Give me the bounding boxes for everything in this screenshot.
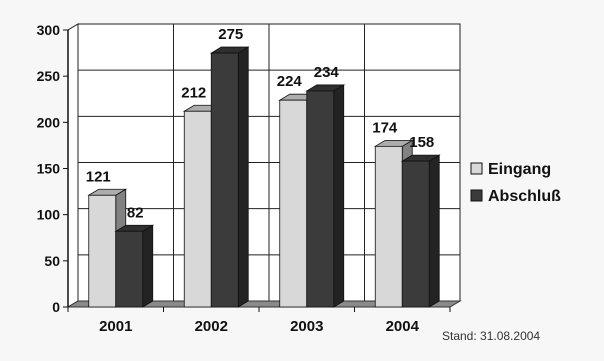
x-tick-label: 2002 [195, 318, 228, 335]
bar-side [428, 154, 440, 308]
legend-swatch [470, 162, 483, 175]
y-tick-label: 150 [37, 161, 61, 177]
data-label: 275 [218, 26, 243, 43]
y-tick-label: 200 [37, 114, 61, 130]
legend-label: Eingang [488, 161, 551, 178]
y-tick-label: 300 [37, 22, 61, 38]
x-tick-label: 2003 [290, 318, 323, 335]
data-label: 158 [409, 134, 434, 151]
bar [115, 230, 144, 308]
footnote-text: Stand: 31.08.2004 [442, 329, 540, 343]
data-label: 82 [127, 204, 144, 221]
y-tick-label: 0 [52, 299, 60, 315]
y-tick-label: 100 [37, 207, 61, 223]
data-label: 212 [181, 84, 206, 101]
data-label: 174 [372, 119, 398, 136]
bar [279, 99, 308, 308]
bar [374, 145, 403, 308]
bar [183, 110, 212, 308]
x-tick-label: 2001 [99, 318, 132, 335]
data-label: 121 [86, 168, 111, 185]
data-label: 224 [277, 73, 303, 90]
y-tick-label: 50 [44, 253, 60, 269]
legend-swatch [470, 189, 483, 202]
bar-side [142, 224, 154, 308]
bar-side [333, 84, 345, 308]
legend-label: Abschluß [488, 188, 561, 205]
y-tick-label: 250 [37, 68, 61, 84]
x-tick-label: 2004 [386, 318, 420, 335]
bar [88, 194, 117, 308]
bar [401, 160, 430, 308]
plot-side-wall [67, 23, 79, 308]
bar [210, 52, 239, 308]
data-label: 234 [314, 64, 340, 81]
bar-side [237, 46, 249, 308]
bar [306, 90, 335, 308]
